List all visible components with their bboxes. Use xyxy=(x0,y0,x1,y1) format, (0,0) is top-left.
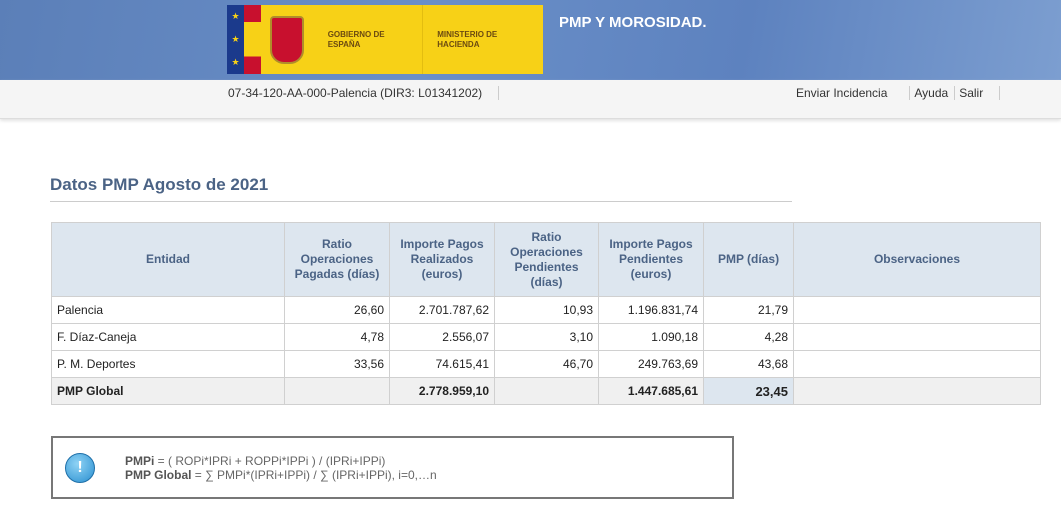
table-cell: P. M. Deportes xyxy=(51,350,285,378)
table-cell: 4,78 xyxy=(284,323,390,351)
table-cell: 1.196.831,74 xyxy=(598,296,704,324)
table-cell: 46,70 xyxy=(494,350,599,378)
spain-flag-icon xyxy=(244,5,261,74)
column-header: Ratio Operaciones Pendientes (días) xyxy=(494,222,599,297)
logo-text-ministerio: MINISTERIO DE HACIENDA xyxy=(437,29,498,49)
table-cell xyxy=(793,350,1041,378)
total-row: PMP Global 2.778.959,10 1.447.685,61 23,45 xyxy=(51,377,1041,405)
formula-pmp-global: PMP Global = ∑ PMPi*(IPRi+IPPi) / ∑ (IPR… xyxy=(125,467,437,482)
column-header: Observaciones xyxy=(793,222,1041,297)
exclamation-icon: ! xyxy=(65,452,95,483)
header-banner: ★ ★ ★ GOBIERNO DE ESPAÑA MINISTERIO DE HAC… xyxy=(0,0,1061,80)
table-cell: 43,68 xyxy=(703,350,794,378)
table-row: P. M. Deportes 33,56 74.615,41 46,70 249.763… xyxy=(51,350,1041,378)
enviar-incidencia-link[interactable]: Enviar Incidencia xyxy=(796,86,911,100)
eu-stars-icon: ★ ★ ★ xyxy=(227,5,244,74)
divider xyxy=(50,201,792,202)
logo-text-gobierno: GOBIERNO DE ESPAÑA xyxy=(327,29,385,49)
table-cell: PMP Global xyxy=(51,377,285,405)
table-cell: 3,10 xyxy=(494,323,599,351)
pmp-table: Entidad Ratio Operaciones Pagadas (días) I… xyxy=(51,222,1041,405)
column-header: Importe Pagos Pendientes (euros) xyxy=(598,222,704,297)
table-cell: 10,93 xyxy=(494,296,599,324)
formula-info-box: ! PMPi = ( ROPi*IPRi + ROPPi*IPPi ) / (I… xyxy=(51,436,734,499)
column-header: PMP (días) xyxy=(703,222,794,297)
page-title: Datos PMP Agosto de 2021 xyxy=(50,175,269,194)
column-header: Entidad xyxy=(51,222,285,297)
table-cell: Palencia xyxy=(51,296,285,324)
table-cell xyxy=(284,377,390,405)
entity-label: 07-34-120-AA-000-Palencia (DIR3: L013412… xyxy=(228,86,500,100)
table-cell: 1.447.685,61 xyxy=(598,377,704,405)
table-cell: 1.090,18 xyxy=(598,323,704,351)
table-cell: 4,28 xyxy=(703,323,794,351)
table-cell xyxy=(494,377,599,405)
formula-pmpi: PMPi = ( ROPi*IPRi + ROPPi*IPPi ) / (IPR… xyxy=(125,453,386,468)
table-cell: 2.701.787,62 xyxy=(389,296,495,324)
table-cell: 21,79 xyxy=(703,296,794,324)
salir-link[interactable]: Salir xyxy=(959,86,1001,100)
table-row: F. Díaz-Caneja 4,78 2.556,07 3,10 1.090,18 4,… xyxy=(51,323,1041,351)
column-header: Importe Pagos Realizados (euros) xyxy=(389,222,495,297)
table-cell: 2.778.959,10 xyxy=(389,377,495,405)
table-row: Palencia 26,60 2.701.787,62 10,93 1.196.831,… xyxy=(51,296,1041,324)
government-logo: ★ ★ ★ GOBIERNO DE ESPAÑA MINISTERIO DE HAC… xyxy=(227,5,543,74)
table-cell: 23,45 xyxy=(703,377,794,405)
top-bar: 07-34-120-AA-000-Palencia (DIR3: L013412… xyxy=(0,80,1061,119)
table-cell xyxy=(793,377,1041,405)
table-cell xyxy=(793,323,1041,351)
app-title: PMP Y MOROSIDAD. xyxy=(559,14,707,31)
table-cell: 249.763,69 xyxy=(598,350,704,378)
table-cell: 74.615,41 xyxy=(389,350,495,378)
column-header: Ratio Operaciones Pagadas (días) xyxy=(284,222,390,297)
table-cell: 2.556,07 xyxy=(389,323,495,351)
table-cell xyxy=(793,296,1041,324)
ayuda-link[interactable]: Ayuda xyxy=(914,86,956,100)
table-cell: 33,56 xyxy=(284,350,390,378)
coat-of-arms-icon xyxy=(261,5,314,74)
table-cell: F. Díaz-Caneja xyxy=(51,323,285,351)
table-cell: 26,60 xyxy=(284,296,390,324)
